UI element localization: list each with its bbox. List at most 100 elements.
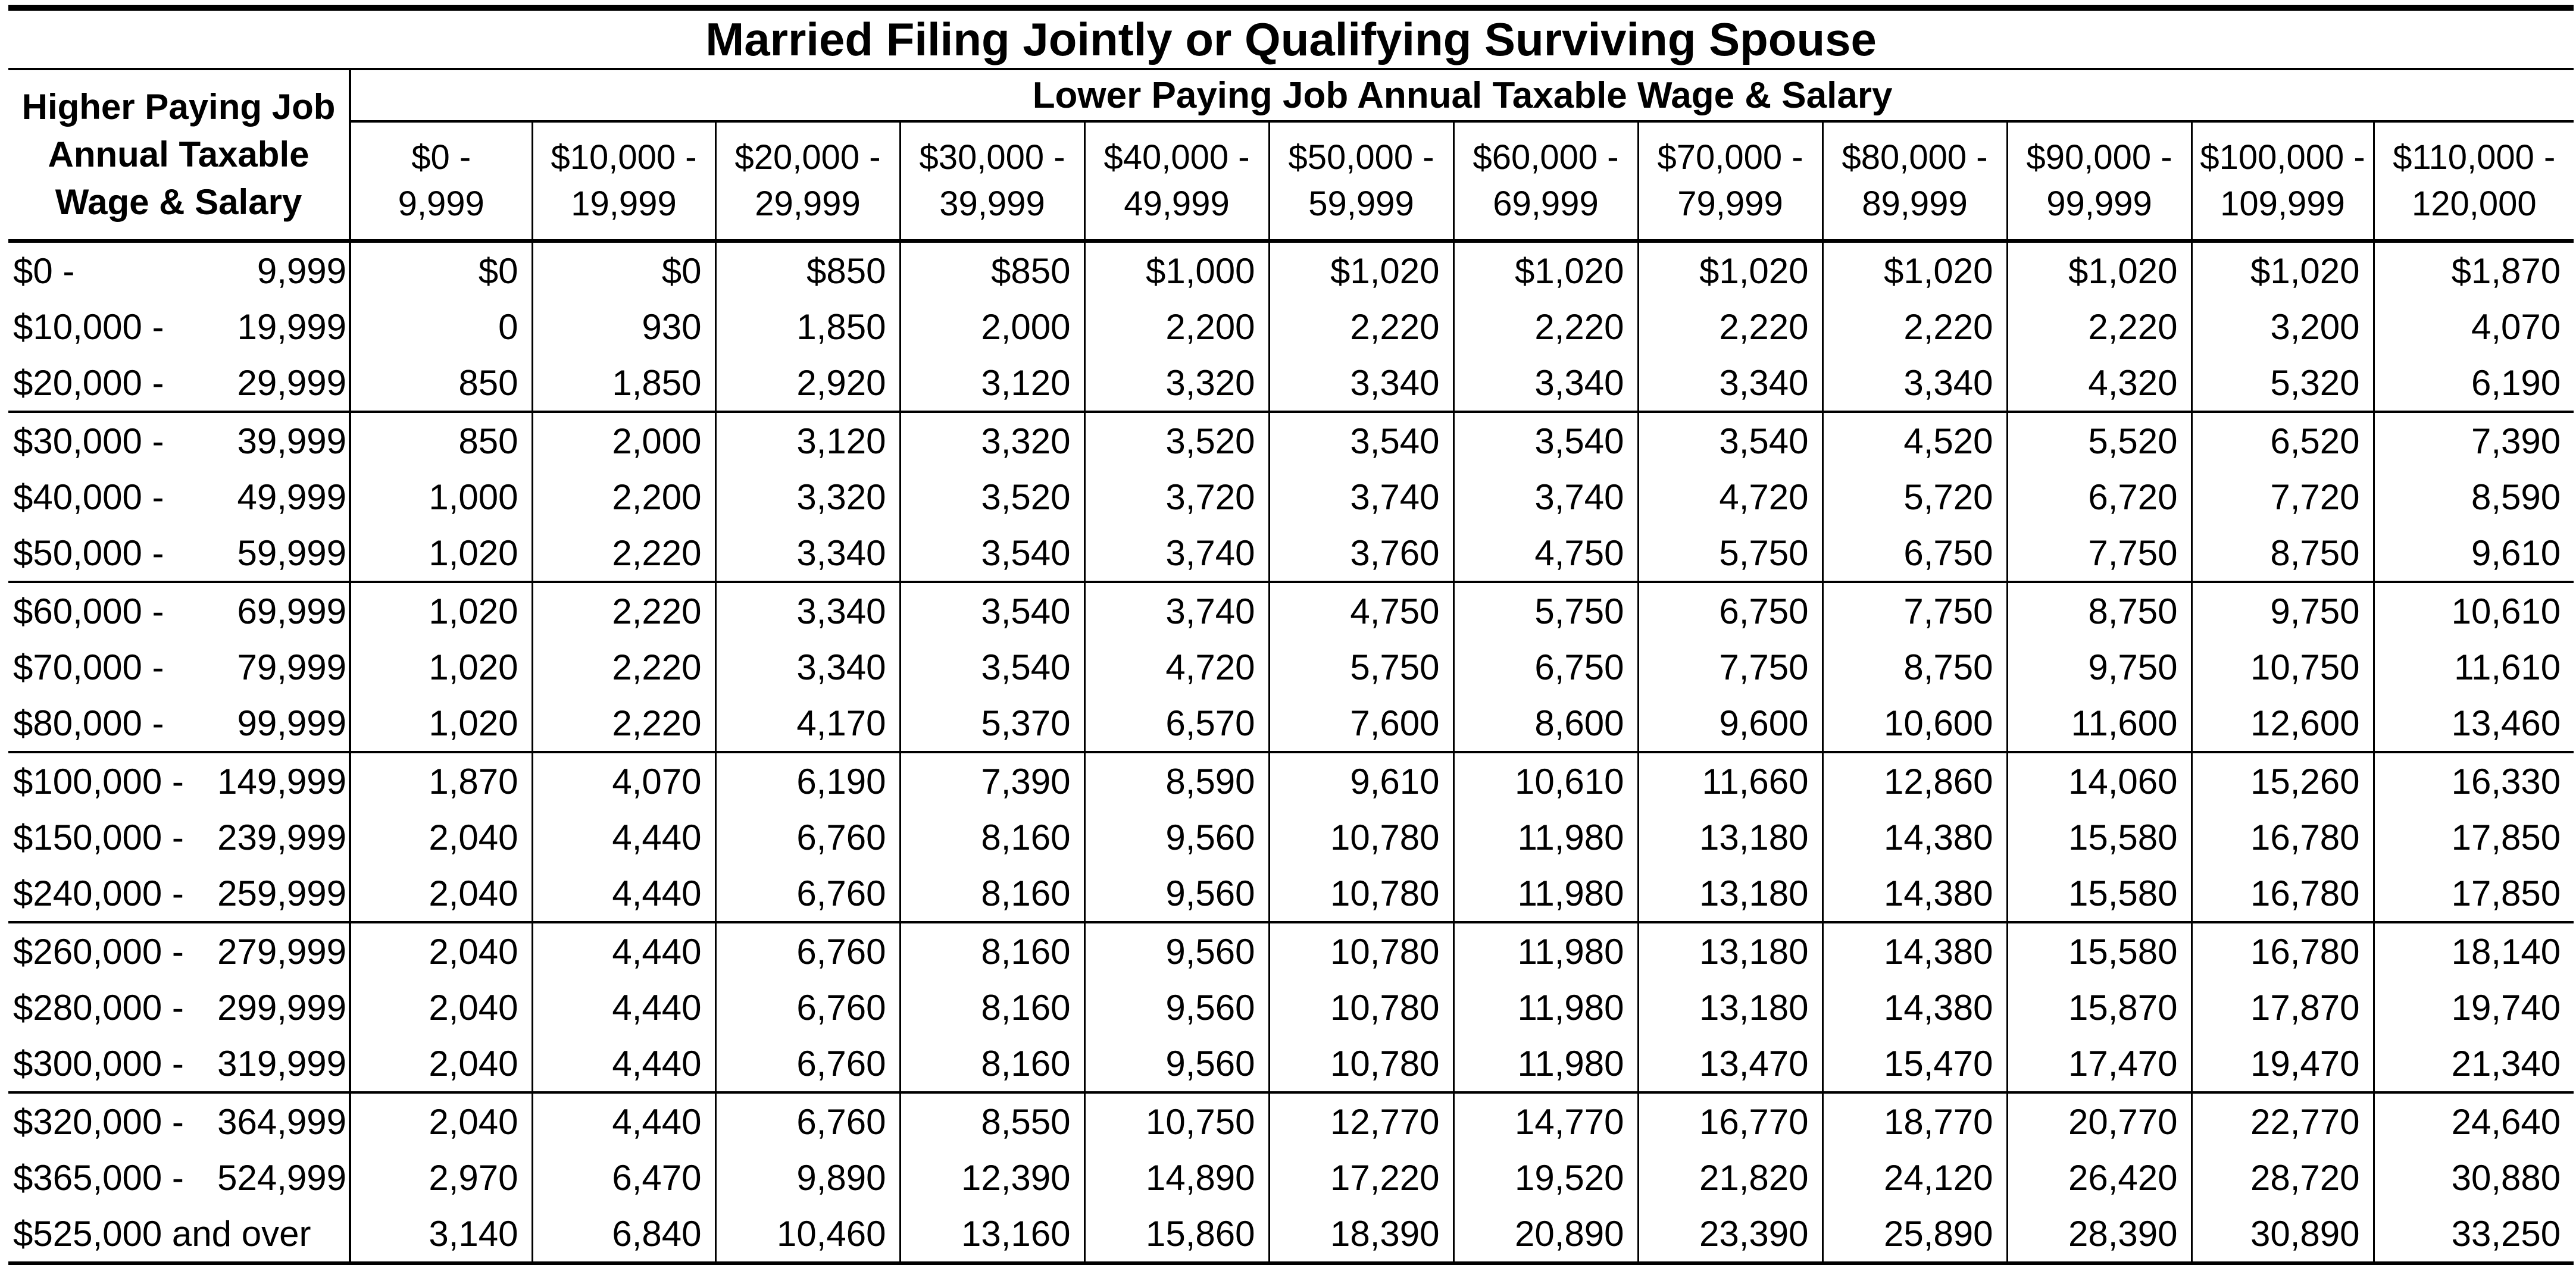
table-cell: 6,760 [715, 1092, 901, 1150]
table-cell: 3,540 [900, 525, 1086, 583]
table-cell: 6,750 [1822, 525, 2008, 583]
table-title: Married Filing Jointly or Qualifying Sur… [8, 5, 2574, 70]
table-cell: 17,220 [1269, 1150, 1455, 1205]
table-cell: 930 [532, 299, 717, 355]
table-cell: 6,190 [2374, 355, 2574, 413]
table-cell: 4,440 [532, 1092, 717, 1150]
row-header: Higher Paying Job Annual Taxable Wage & … [8, 69, 351, 243]
table-cell: 3,340 [715, 525, 901, 583]
column-header-from: $40,000 - [1103, 138, 1250, 177]
table-cell: 14,380 [1822, 809, 2008, 865]
table-cell: 19,740 [2451, 987, 2561, 1028]
table-cell: 9,560 [1084, 865, 1270, 923]
column-header-to: 79,999 [1677, 184, 1783, 223]
table-cell: 7,390 [900, 752, 1086, 809]
column-header-to: 19,999 [571, 184, 677, 223]
table-cell: 4,720 [1084, 639, 1270, 695]
table-cell: 3,520 [1084, 412, 1270, 469]
column-header-from: $100,000 - [2200, 138, 2365, 177]
withholding-table: Married Filing Jointly or Qualifying Sur… [8, 5, 2574, 1265]
table-cell: 15,580 [2007, 809, 2193, 865]
table-cell: 17,870 [2192, 979, 2375, 1035]
table-cell: 20,890 [1453, 1205, 1639, 1265]
table-cell: 19,470 [2192, 1035, 2375, 1094]
table-cell: $1,020 [1638, 241, 1824, 299]
table-row: $30,000 -39,999 850 2,000 3,120 3,320 3,520 3,… [8, 412, 2574, 469]
table-row: $240,000 - 259,999 2,040 4,440 6,760 8,160 9,5… [8, 865, 2574, 923]
table-cell: 11,980 [1453, 1035, 1639, 1094]
table-cell: $1,020 [1453, 241, 1639, 299]
table-cell: $1,020 [2007, 241, 2193, 299]
column-header: $40,000 - 49,999 [1084, 121, 1270, 243]
table-cell: 6,750 [1453, 639, 1639, 695]
table-cell: 3,740 [1084, 525, 1270, 583]
table-cell: 7,750 [1638, 639, 1824, 695]
column-header: $70,000 - 79,999 [1638, 121, 1824, 243]
row-label: $100,000 - 149,999 [8, 752, 351, 809]
table-row: $525,000 and over 3,140 6,840 10,460 13,160 1… [8, 1205, 2574, 1265]
table-cell: 17,850 [2451, 817, 2561, 857]
table-cell: 11,660 [1638, 752, 1824, 809]
table-row: $40,000 - 49,999 1,000 2,200 3,320 3,520 3,720… [8, 469, 2574, 525]
column-header-to: 69,999 [1493, 184, 1599, 223]
table-cell: 2,220 [532, 525, 717, 583]
table-cell: 2,220 [1638, 299, 1824, 355]
table-cell: 33,250 [2374, 1205, 2574, 1265]
table-cell: 5,320 [2192, 355, 2375, 413]
table-cell: 3,740 [1084, 582, 1270, 639]
table-cell: 13,470 [1638, 1035, 1824, 1094]
table-cell: 19,520 [1453, 1150, 1639, 1205]
table-cell: 4,750 [1269, 582, 1455, 639]
table-cell: 10,750 [2192, 639, 2375, 695]
table-cell: 4,440 [532, 865, 717, 923]
table-cell: 6,760 [715, 922, 901, 979]
table-cell: 14,890 [1084, 1150, 1270, 1205]
table-cell: 8,600 [1453, 695, 1639, 753]
table-cell: 4,320 [2007, 355, 2193, 413]
column-header: $100,000 - 109,999 [2192, 121, 2375, 243]
table-row: $280,000 - 299,999 2,040 4,440 6,760 8,160 9,5… [8, 979, 2574, 1035]
row-label: $280,000 - 299,999 [8, 979, 351, 1035]
table-cell: 3,340 [1269, 355, 1455, 413]
row-label: $0 - 9,999 [8, 241, 351, 299]
row-label-to: 299,999 [217, 987, 346, 1028]
table-cell: 2,040 [350, 979, 533, 1035]
column-header: $0 - 9,999 [350, 121, 533, 243]
row-label-to: 149,999 [217, 761, 346, 801]
table-cell: 3,540 [1269, 412, 1455, 469]
table-row: $365,000 - 524,999 2,970 6,470 9,890 12,390 14… [8, 1150, 2574, 1205]
table-cell: 1,020 [350, 582, 533, 639]
table-cell: $1,020 [2192, 241, 2375, 299]
table-cell: 10,780 [1269, 1035, 1455, 1094]
table-cell: 4,750 [1453, 525, 1639, 583]
table-cell: 8,750 [1822, 639, 2008, 695]
table-cell: 12,390 [900, 1150, 1086, 1205]
row-label-from: $320,000 - [13, 1101, 184, 1142]
table-cell: $1,000 [1084, 241, 1270, 299]
table-cell: 10,610 [2451, 591, 2561, 631]
table-row: $50,000 - 59,999 1,020 2,220 3,340 3,540 3,740… [8, 525, 2574, 583]
table-cell: 16,780 [2192, 922, 2375, 979]
column-header-to: 89,999 [1862, 184, 1968, 223]
table-cell: 24,640 [2451, 1101, 2561, 1142]
row-label: $260,000 - 279,999 [8, 922, 351, 979]
table-cell: 3,340 [1822, 355, 2008, 413]
table-cell: $850 [715, 241, 901, 299]
table-cell: 13,180 [1638, 979, 1824, 1035]
table-cell: 2,200 [1084, 299, 1270, 355]
table-cell: 2,220 [532, 695, 717, 753]
table-row: $10,000 -19,999 0 930 1,850 2,000 2,200 2,220 2… [8, 299, 2574, 355]
table-cell: 9,750 [2007, 639, 2193, 695]
column-header-to: 109,999 [2220, 184, 2345, 223]
table-cell: 3,120 [900, 355, 1086, 413]
column-header-from: $20,000 - [734, 138, 881, 177]
table-cell: 12,860 [1822, 752, 2008, 809]
table-cell: 10,750 [1084, 1092, 1270, 1150]
table-cell: 11,980 [1453, 979, 1639, 1035]
row-header-line-3: Wage & Salary [55, 182, 302, 222]
row-label: $20,000 - 29,999 [8, 355, 351, 413]
column-header-from: $70,000 - [1657, 138, 1803, 177]
table-cell: 2,040 [350, 809, 533, 865]
row-label-from: $300,000 - [13, 1043, 184, 1084]
